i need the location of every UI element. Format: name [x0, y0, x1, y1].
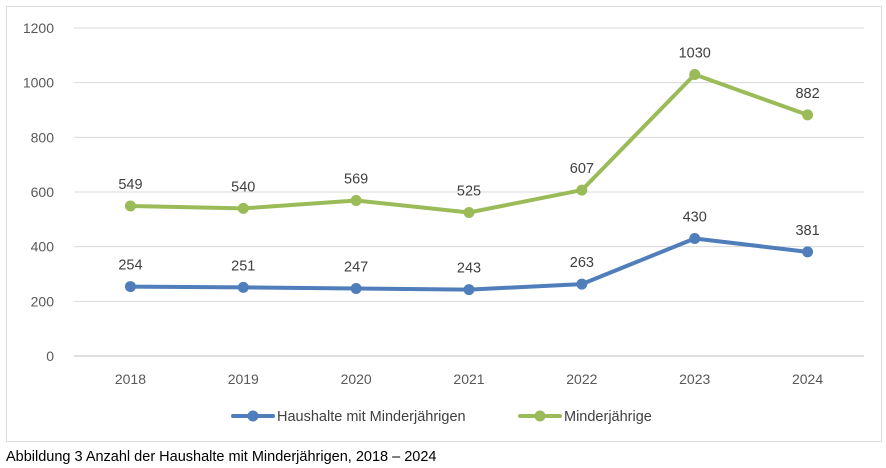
gridlines [74, 27, 864, 357]
y-tick-label: 1000 [23, 75, 54, 91]
y-tick-label: 200 [31, 293, 55, 309]
legend: Haushalte mit Minderjährigen Minderjährig… [231, 409, 652, 425]
data-point [124, 200, 136, 212]
data-label: 540 [231, 179, 255, 195]
data-label: 607 [570, 161, 594, 177]
data-label: 254 [118, 258, 142, 274]
legend-label: Haushalte mit Minderjährigen [277, 409, 466, 425]
series [124, 68, 814, 296]
y-tick-label: 800 [31, 129, 55, 145]
data-point [350, 282, 362, 294]
x-axis-ticks: 2018 2019 2020 2021 2022 2023 2024 [115, 371, 824, 387]
data-label: 430 [683, 209, 707, 225]
x-tick-label: 2020 [341, 371, 372, 387]
x-tick-label: 2018 [115, 371, 146, 387]
legend-item: Haushalte mit Minderjährigen [231, 409, 466, 425]
data-point [689, 232, 701, 244]
y-axis-ticks: 0 200 400 600 800 1000 1200 [23, 20, 54, 364]
data-point [802, 246, 814, 258]
x-tick-label: 2023 [679, 371, 710, 387]
y-tick-label: 600 [31, 184, 55, 200]
data-point [463, 284, 475, 296]
series-1 [124, 232, 814, 296]
y-tick-label: 0 [46, 348, 54, 364]
data-label: 247 [344, 259, 368, 275]
data-point [576, 278, 588, 290]
data-point [689, 68, 701, 80]
data-label: 882 [795, 86, 819, 102]
data-point [802, 109, 814, 121]
series-2 [124, 68, 814, 218]
legend-item: Minderjährige [518, 409, 652, 425]
data-point [124, 281, 136, 293]
figure-caption: Abbildung 3 Anzahl der Haushalte mit Min… [6, 449, 437, 465]
data-point [350, 194, 362, 206]
data-label: 251 [231, 258, 255, 274]
data-labels: 254 251 247 243 263 430 381 549 540 569 525 607 1030… [118, 45, 819, 276]
y-tick-label: 1200 [23, 20, 54, 36]
x-tick-label: 2024 [792, 371, 823, 387]
data-label: 243 [457, 261, 481, 277]
chart-area [6, 6, 882, 442]
x-tick-label: 2021 [453, 371, 484, 387]
x-tick-label: 2019 [228, 371, 259, 387]
data-point [237, 281, 249, 293]
data-label: 549 [118, 177, 142, 193]
data-label: 569 [344, 171, 368, 187]
legend-marker [534, 410, 546, 422]
data-point [237, 202, 249, 214]
data-label: 1030 [679, 45, 711, 61]
x-tick-label: 2022 [566, 371, 597, 387]
legend-marker [247, 410, 259, 422]
data-point [576, 184, 588, 196]
data-label: 381 [795, 223, 819, 239]
data-point [463, 207, 475, 218]
data-label: 263 [570, 255, 594, 271]
data-label: 525 [457, 184, 481, 200]
y-tick-label: 400 [31, 239, 55, 255]
legend-label: Minderjährige [564, 409, 652, 425]
